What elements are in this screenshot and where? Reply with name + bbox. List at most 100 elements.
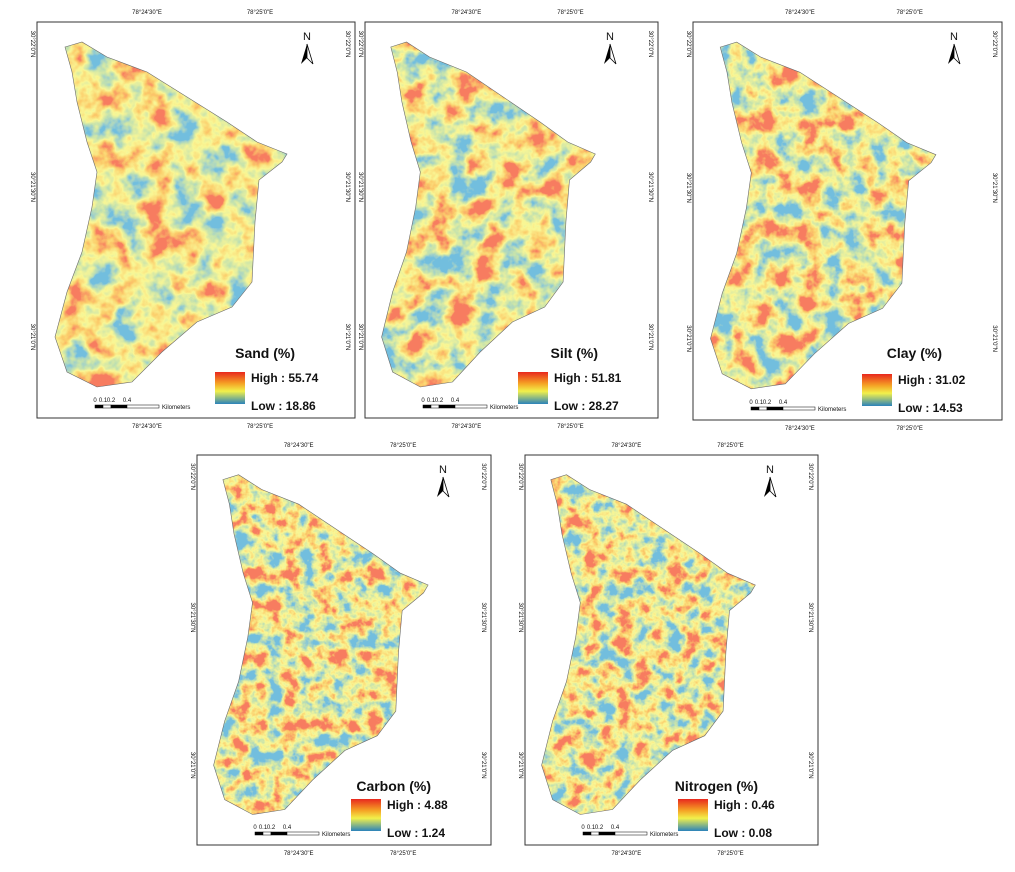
lon-label: 78°24'30"E (132, 424, 162, 430)
scale-label: 0.4 (123, 398, 132, 404)
map-panel: 78°24'30"E 78°24'30"E 78°25'0"E 78°25'0"E 30… (189, 443, 492, 857)
scale-segment (766, 406, 784, 411)
lon-label: 78°24'30"E (284, 851, 314, 857)
legend-ramp (518, 372, 548, 404)
north-label: N (950, 31, 958, 43)
lat-label: 30°21'0"N (480, 752, 486, 779)
scale-label: 0.1 (259, 825, 268, 831)
legend-low: Low : 0.08 (714, 826, 772, 840)
lat-label: 30°21'30"N (647, 172, 653, 202)
north-arrow (306, 43, 314, 65)
scale-label: 0.4 (451, 398, 460, 404)
lat-label: 30°21'0"N (991, 325, 997, 352)
north-label: N (606, 31, 614, 43)
lat-label: 30°22'0"N (685, 31, 691, 58)
map-title: Clay (%) (887, 345, 942, 361)
scale-label: 0.4 (611, 825, 620, 831)
lat-label: 30°21'30"N (344, 172, 350, 202)
lat-label: 30°22'0"N (991, 31, 997, 58)
scale-segment (110, 404, 128, 409)
map-title: Carbon (%) (356, 778, 431, 794)
scale-label: 0 (421, 398, 425, 404)
lat-label: 30°22'0"N (344, 31, 350, 58)
scale-segment (286, 831, 320, 836)
lat-label: 30°21'0"N (344, 324, 350, 351)
watershed-outline (381, 41, 596, 388)
scale-unit: Kilometers (490, 405, 518, 411)
north-arrow (442, 476, 450, 498)
scale-label: 0.2 (595, 825, 604, 831)
scale-unit: Kilometers (650, 832, 678, 838)
lat-label: 30°22'0"N (517, 463, 523, 490)
scale-label: 0.1 (755, 400, 764, 406)
map-title: Sand (%) (235, 345, 295, 361)
scale-segment (782, 406, 816, 411)
north-label: N (766, 464, 774, 476)
scale-label: 0.2 (763, 400, 772, 406)
map-title: Nitrogen (%) (675, 778, 758, 794)
lon-label: 78°25'0"E (557, 10, 583, 16)
north-arrow (953, 43, 961, 65)
north-arrow (764, 477, 770, 497)
lat-label: 30°21'0"N (647, 324, 653, 351)
lat-label: 30°22'0"N (357, 31, 363, 58)
legend-low: Low : 14.53 (898, 401, 963, 415)
north-arrow (301, 44, 307, 64)
lon-label: 78°24'30"E (452, 10, 482, 16)
scale-label: 0.2 (435, 398, 444, 404)
legend-high: High : 55.74 (251, 371, 319, 385)
scale-segment (758, 406, 768, 411)
scale-segment (454, 404, 488, 409)
watershed-outline (541, 474, 756, 815)
lat-label: 30°21'0"N (189, 752, 195, 779)
lat-label: 30°21'30"N (685, 173, 691, 203)
scale-segment (750, 406, 760, 411)
north-arrow (769, 476, 777, 498)
lon-label: 78°25'0"E (390, 851, 416, 857)
watershed-outline (213, 474, 429, 815)
lon-label: 78°25'0"E (897, 426, 923, 432)
lat-label: 30°22'0"N (29, 31, 35, 58)
lat-label: 30°22'0"N (807, 463, 813, 490)
lon-label: 78°25'0"E (390, 443, 416, 449)
scale-segment (582, 831, 592, 836)
lat-label: 30°21'0"N (517, 752, 523, 779)
scale-unit: Kilometers (322, 832, 350, 838)
scale-segment (126, 404, 160, 409)
map-panel: 78°24'30"E 78°24'30"E 78°25'0"E 78°25'0"E 30… (357, 10, 659, 430)
scale-segment (102, 404, 112, 409)
lat-label: 30°22'0"N (189, 463, 195, 490)
scale-segment (438, 404, 456, 409)
lon-label: 78°25'0"E (717, 851, 743, 857)
north-label: N (303, 31, 311, 43)
lat-label: 30°21'30"N (807, 602, 813, 632)
north-arrow (609, 43, 617, 65)
lon-label: 78°24'30"E (612, 443, 642, 449)
lat-label: 30°21'0"N (29, 324, 35, 351)
north-arrow (604, 44, 610, 64)
scale-label: 0.2 (267, 825, 276, 831)
lat-label: 30°21'30"N (189, 602, 195, 632)
lon-label: 78°24'30"E (132, 10, 162, 16)
lon-label: 78°25'0"E (897, 10, 923, 16)
scale-segment (590, 831, 600, 836)
watershed-outline (54, 41, 288, 388)
scale-segment (270, 831, 288, 836)
lat-label: 30°21'0"N (357, 324, 363, 351)
legend-high: High : 4.88 (387, 798, 448, 812)
map-panel: 78°24'30"E 78°24'30"E 78°25'0"E 78°25'0"E 30… (517, 443, 819, 857)
legend-ramp (862, 374, 892, 406)
legend-ramp (351, 799, 381, 831)
scale-label: 0 (581, 825, 585, 831)
legend-ramp (678, 799, 708, 831)
legend-high: High : 31.02 (898, 373, 966, 387)
scale-segment (262, 831, 272, 836)
lat-label: 30°21'30"N (991, 173, 997, 203)
watershed-outline (710, 41, 937, 390)
lon-label: 78°24'30"E (284, 443, 314, 449)
lon-label: 78°24'30"E (612, 851, 642, 857)
lon-label: 78°25'0"E (717, 443, 743, 449)
scale-label: 0 (749, 400, 753, 406)
lat-label: 30°22'0"N (647, 31, 653, 58)
